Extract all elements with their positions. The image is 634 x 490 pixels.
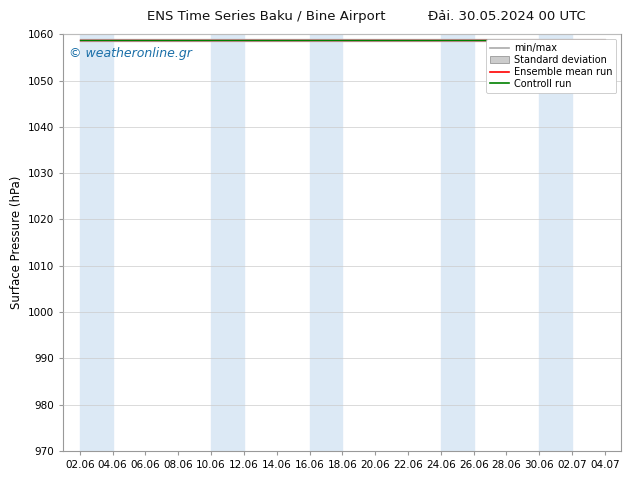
Text: ENS Time Series Baku / Bine Airport: ENS Time Series Baku / Bine Airport [147,10,385,23]
Bar [441,34,474,451]
Text: Đải. 30.05.2024 00 UTC: Đải. 30.05.2024 00 UTC [429,10,586,23]
Y-axis label: Surface Pressure (hPa): Surface Pressure (hPa) [10,176,23,309]
Bar [80,34,113,451]
Bar [540,34,572,451]
Bar [211,34,244,451]
Bar [309,34,342,451]
Legend: min/max, Standard deviation, Ensemble mean run, Controll run: min/max, Standard deviation, Ensemble me… [486,39,616,93]
Text: © weatheronline.gr: © weatheronline.gr [69,47,192,60]
